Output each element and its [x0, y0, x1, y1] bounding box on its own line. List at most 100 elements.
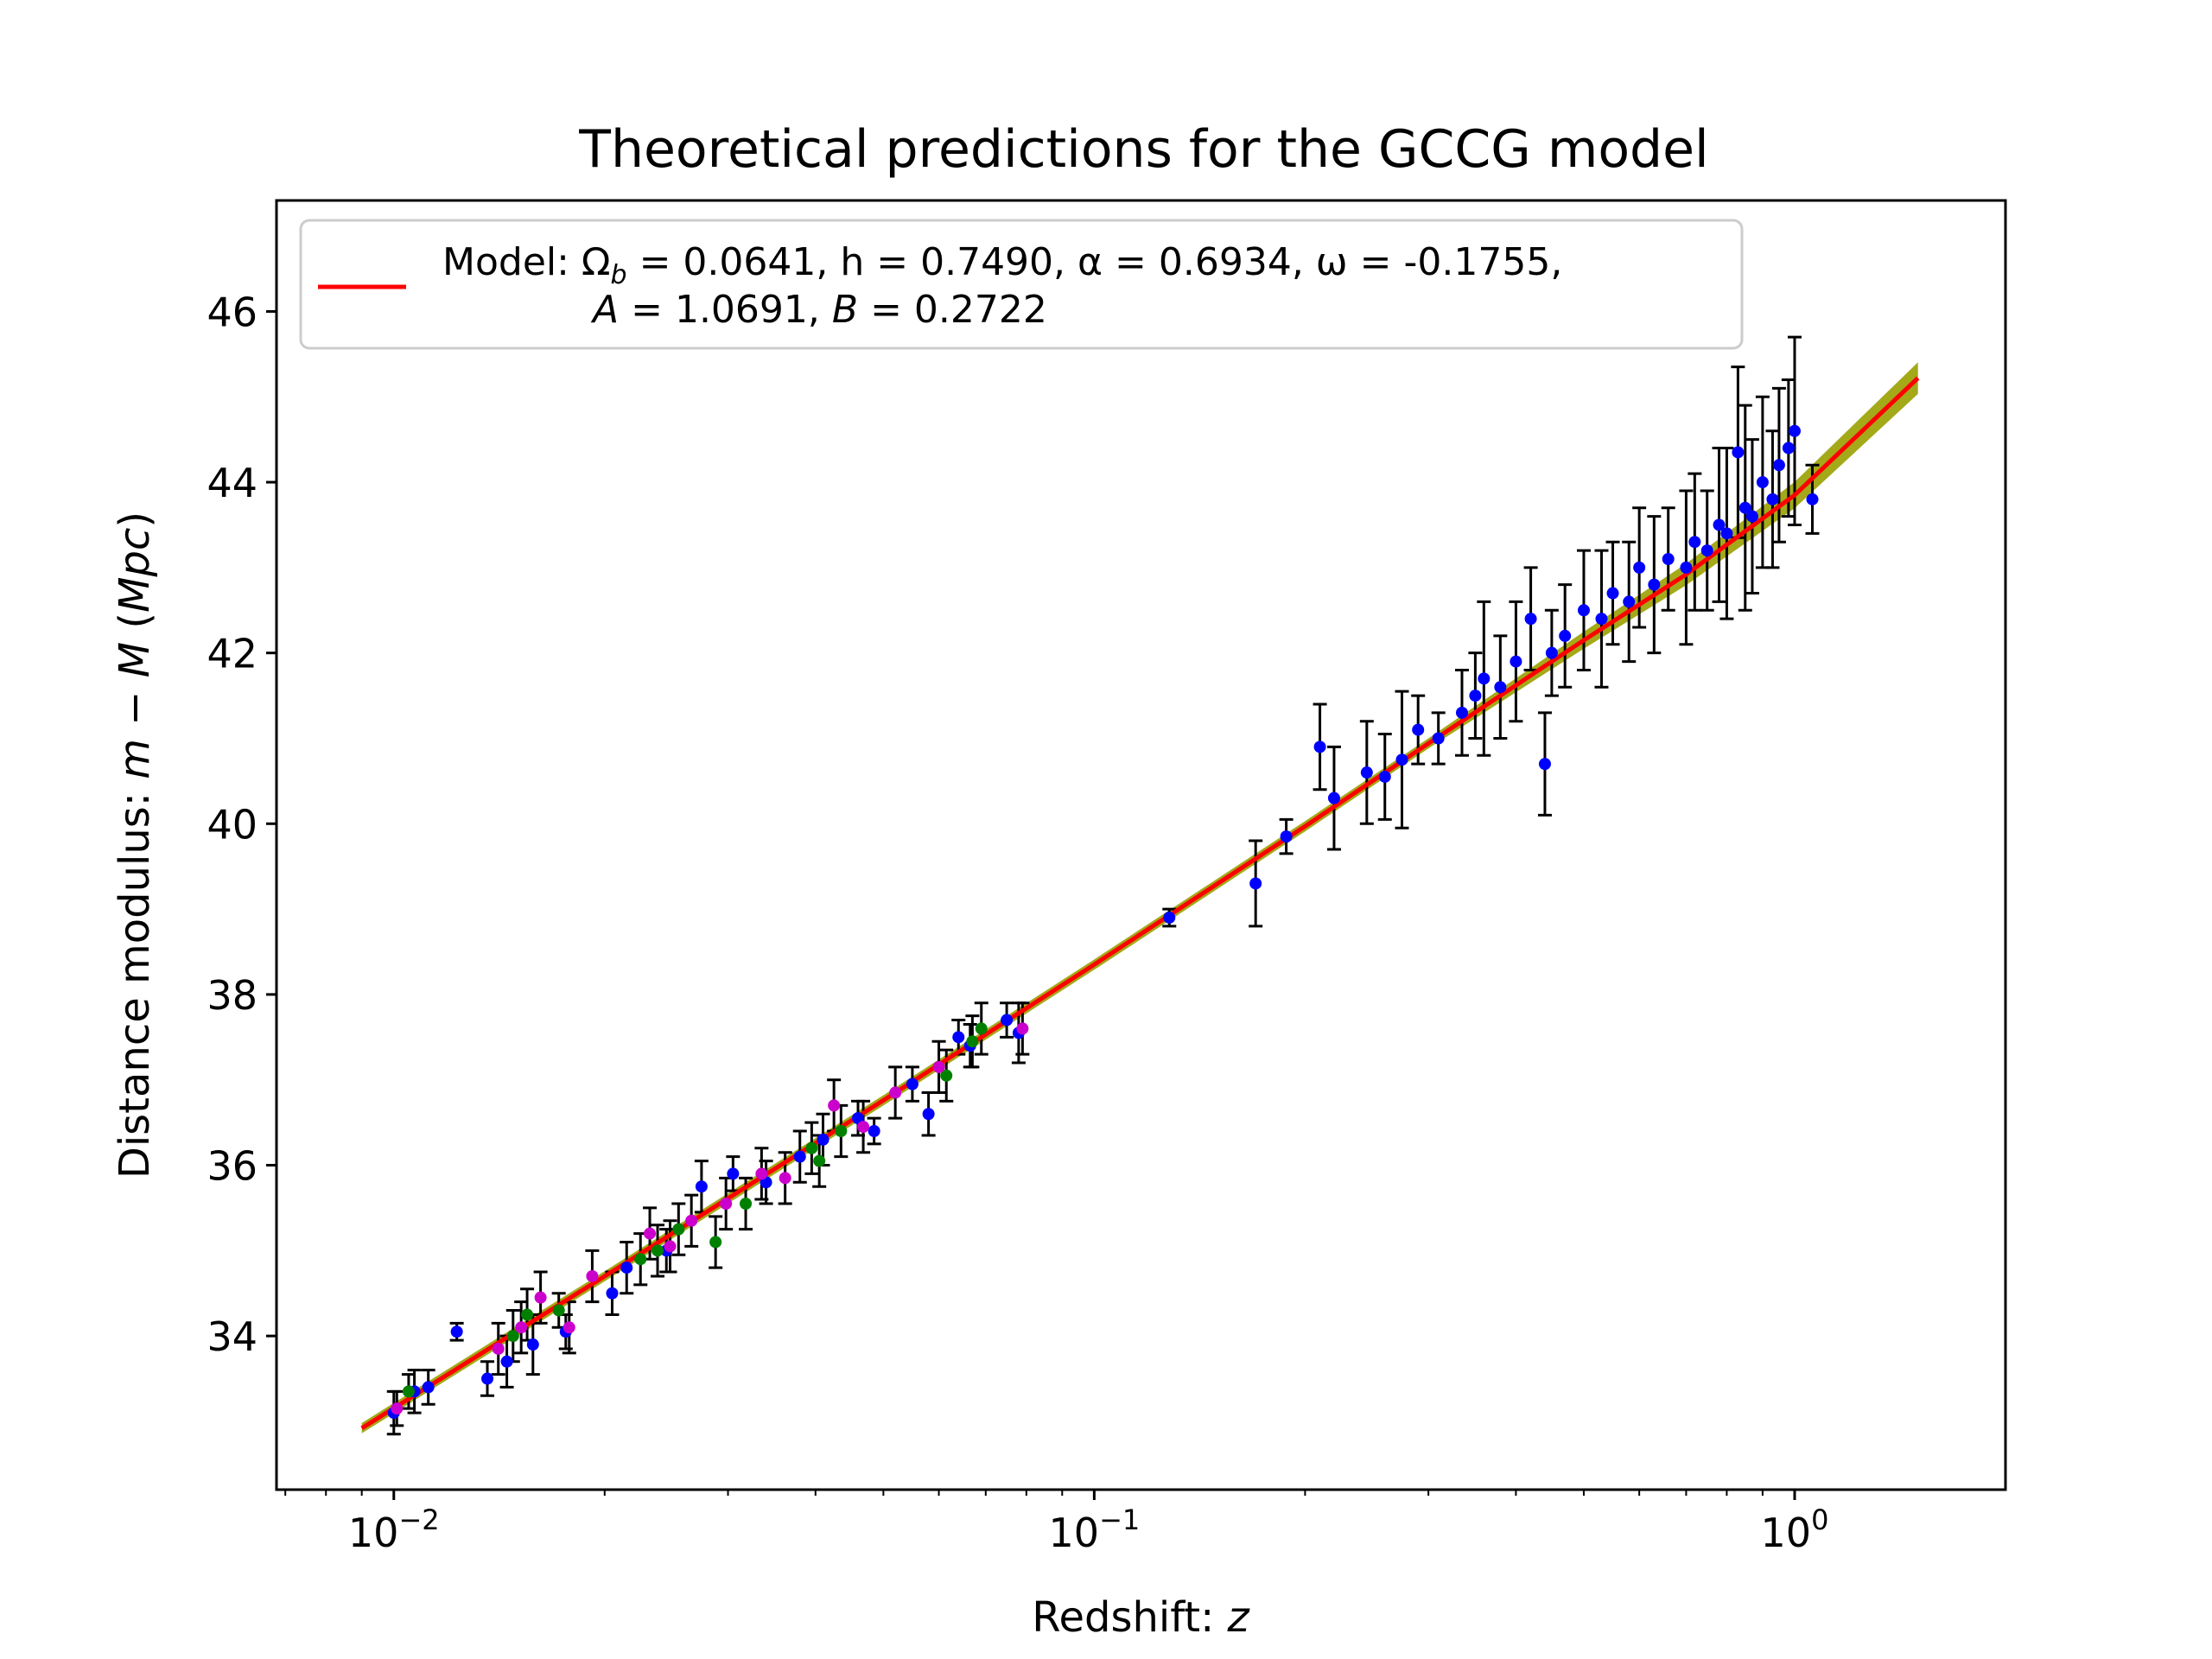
x-tick-label: 10−2	[348, 1503, 440, 1556]
data-point	[1680, 561, 1693, 574]
data-point	[481, 1372, 494, 1385]
plot-area	[360, 335, 1920, 1436]
data-point	[500, 1355, 513, 1368]
data-point	[922, 1108, 935, 1121]
data-point	[1738, 501, 1751, 514]
data-point	[1494, 681, 1507, 694]
data-point	[966, 1035, 979, 1048]
data-point	[1524, 613, 1537, 626]
data-point	[586, 1269, 599, 1282]
data-point	[402, 1385, 415, 1398]
data-point	[695, 1180, 708, 1193]
data-point	[1766, 493, 1779, 505]
data-point	[709, 1236, 722, 1249]
legend-line2: A = 1.0691, B = 0.2722	[590, 288, 1047, 332]
data-point	[506, 1330, 519, 1343]
data-point	[422, 1381, 435, 1394]
data-point	[1249, 877, 1262, 890]
x-axis-label: Redshift: z	[1032, 1593, 1250, 1642]
data-point	[835, 1125, 848, 1138]
data-point	[1606, 587, 1619, 600]
data-point	[1713, 518, 1726, 531]
data-point	[1772, 459, 1785, 472]
data-point	[932, 1060, 945, 1073]
data-point	[813, 1154, 826, 1167]
data-point	[552, 1304, 565, 1317]
data-point	[1745, 510, 1758, 523]
data-point	[727, 1167, 740, 1180]
data-point	[1732, 446, 1745, 459]
data-point	[1577, 604, 1590, 617]
data-point	[1455, 706, 1468, 719]
data-point	[526, 1338, 539, 1351]
data-point	[952, 1031, 965, 1044]
data-point	[1806, 493, 1819, 505]
data-point	[1782, 442, 1795, 454]
y-tick-label: 38	[207, 972, 257, 1019]
y-axis-ticks: 34 36 38 40 42 44 46	[207, 289, 276, 1360]
data-point	[1412, 723, 1425, 736]
data-point	[740, 1197, 753, 1210]
data-point	[1280, 830, 1293, 843]
y-tick-label: 46	[207, 289, 257, 335]
y-tick-label: 34	[207, 1313, 257, 1360]
data-point	[805, 1141, 818, 1154]
legend-line1: Model: Ωb = 0.0641, h = 0.7490, α = 0.69…	[442, 240, 1562, 290]
data-point	[1559, 629, 1572, 642]
data-point	[1313, 741, 1326, 753]
data-point	[1662, 552, 1675, 565]
data-point	[606, 1287, 619, 1300]
data-point	[1788, 424, 1801, 437]
x-tick-label: 10−1	[1049, 1503, 1141, 1556]
data-point	[1510, 655, 1522, 668]
data-point	[1545, 646, 1558, 659]
data-point	[492, 1342, 505, 1355]
data-point	[906, 1077, 918, 1090]
data-point	[1001, 1014, 1014, 1027]
data-point	[685, 1214, 698, 1227]
data-point	[672, 1223, 685, 1236]
data-point	[652, 1244, 664, 1257]
data-point	[644, 1227, 657, 1240]
data-point	[720, 1197, 733, 1210]
data-points	[387, 424, 1819, 1420]
data-point	[828, 1099, 841, 1112]
data-point	[940, 1069, 953, 1082]
data-point	[889, 1086, 902, 1099]
data-point	[1469, 690, 1482, 702]
data-point	[1688, 536, 1701, 549]
data-point	[1595, 613, 1608, 626]
data-point	[1700, 544, 1713, 557]
data-point	[1432, 732, 1445, 745]
x-axis-ticks: 10−2 10−1 100	[284, 1490, 1829, 1556]
y-tick-label: 40	[207, 801, 257, 848]
data-point	[521, 1308, 534, 1321]
data-point	[391, 1402, 404, 1415]
legend-box	[299, 219, 1744, 350]
y-axis-label: Distance modulus: m − M (Mpc)	[111, 512, 159, 1179]
data-point	[634, 1253, 647, 1266]
data-point	[1478, 672, 1491, 685]
data-point	[1720, 527, 1733, 540]
x-tick-label: 100	[1761, 1503, 1829, 1556]
data-point	[793, 1150, 806, 1163]
data-point	[1756, 476, 1769, 489]
data-point	[534, 1291, 547, 1304]
data-point	[1648, 578, 1661, 591]
y-tick-label: 44	[207, 460, 257, 506]
data-point	[1395, 753, 1408, 766]
data-point	[1163, 911, 1176, 924]
data-point	[620, 1262, 633, 1274]
data-point	[1538, 758, 1551, 771]
data-point	[450, 1325, 463, 1338]
data-point	[1327, 791, 1340, 804]
y-tick-label: 36	[207, 1143, 257, 1190]
model-curve-line	[360, 376, 1920, 1431]
data-point	[868, 1125, 880, 1138]
legend: Model: Ωb = 0.0641, h = 0.7490, α = 0.69…	[299, 219, 1744, 350]
data-point	[1016, 1022, 1029, 1035]
chart-title: Theoretical predictions for the GCCG mod…	[578, 119, 1708, 180]
data-point	[563, 1321, 575, 1334]
data-point	[857, 1121, 870, 1134]
